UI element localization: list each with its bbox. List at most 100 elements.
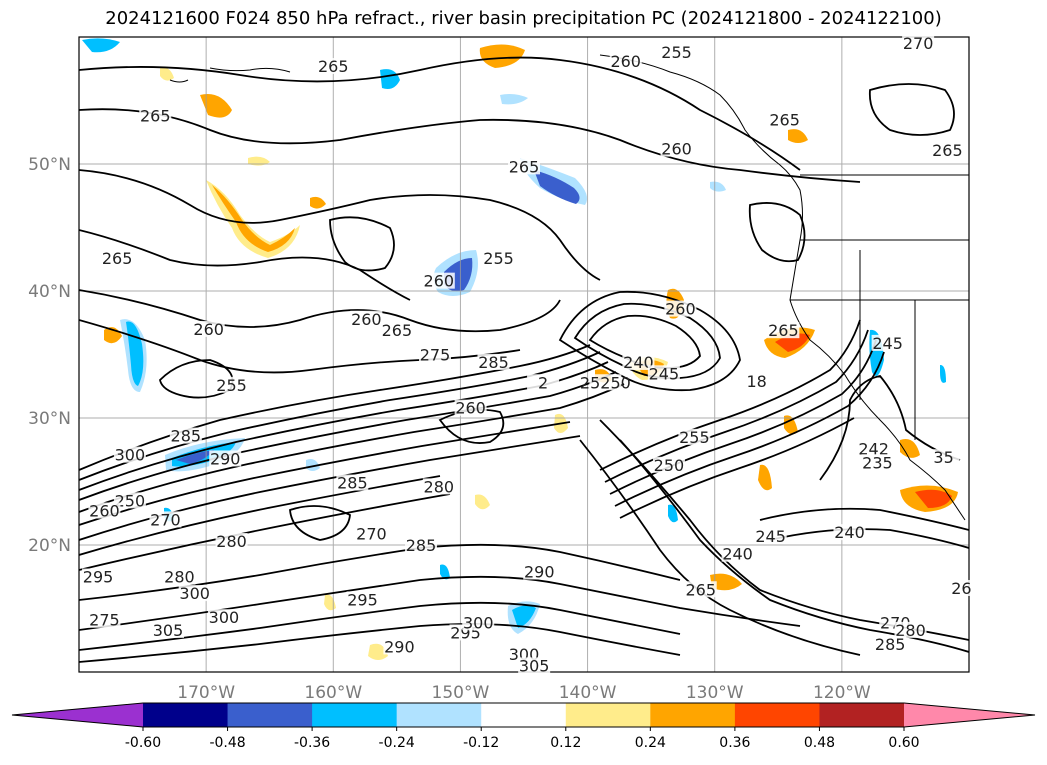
contour-label: 235 bbox=[862, 453, 893, 472]
contour-label-bg bbox=[664, 300, 697, 317]
contour-label-bg bbox=[346, 591, 379, 608]
colorbar-tick-label: -0.36 bbox=[294, 735, 330, 751]
contour-label: 295 bbox=[347, 590, 378, 609]
contour-label-bg bbox=[350, 310, 383, 327]
contour-label: 255 bbox=[483, 249, 514, 268]
map-title: 2024121600 F024 850 hPa refract., river … bbox=[105, 8, 942, 29]
contour-label-bg bbox=[462, 614, 495, 631]
colorbar-tick-label: -0.48 bbox=[209, 735, 245, 751]
contour-label-bg bbox=[163, 568, 196, 585]
contour-label-bg bbox=[754, 527, 787, 544]
contour-label: 26 bbox=[951, 579, 971, 598]
contour-label: 300 bbox=[463, 613, 494, 632]
contour-label: 265 bbox=[509, 157, 540, 176]
contour-label: 245 bbox=[872, 334, 903, 353]
contour-label-bg bbox=[660, 44, 693, 61]
contour-label-bg bbox=[857, 440, 890, 457]
contour-label-bg bbox=[383, 638, 416, 655]
contour-label-bg bbox=[833, 524, 866, 541]
contour-label-bg bbox=[482, 249, 515, 266]
contour-label: 280 bbox=[895, 621, 926, 640]
contour-label-bg bbox=[113, 446, 146, 463]
colorbar-segment bbox=[481, 703, 567, 727]
contour-label-bg bbox=[660, 140, 693, 157]
latitude-labels: 50°N 40°N 30°N 20°N bbox=[28, 155, 71, 556]
colorbar-segment bbox=[565, 703, 651, 727]
colorbar-tick-label: 0.24 bbox=[635, 735, 666, 751]
contour-label-bg bbox=[927, 449, 960, 466]
contour-label: 260 bbox=[89, 502, 120, 521]
contour-label: 290 bbox=[524, 562, 555, 581]
contour-label: 240 bbox=[834, 523, 865, 542]
lat-tick-label: 50°N bbox=[28, 155, 71, 175]
contour-label-bg bbox=[523, 563, 556, 580]
contour-label-bg bbox=[622, 353, 655, 370]
contour-label: 260 bbox=[351, 310, 382, 329]
contour-label: 255 bbox=[216, 376, 247, 395]
contour-label: 260 bbox=[424, 272, 455, 291]
contour-label: 260 bbox=[661, 140, 692, 159]
contour-label: 242 bbox=[858, 439, 889, 458]
contour-label-bg bbox=[527, 374, 560, 391]
contour-label: 35 bbox=[933, 448, 953, 467]
contour-label: 300 bbox=[179, 584, 210, 603]
colorbar-tick-label: -0.12 bbox=[463, 735, 499, 751]
contour-label: 255 bbox=[661, 43, 692, 62]
contour-label-bg bbox=[902, 35, 935, 52]
contour-label-bg bbox=[768, 111, 801, 128]
contour-label-bg bbox=[215, 376, 248, 393]
contour-label-bg bbox=[169, 427, 202, 444]
lon-tick-label: 160°W bbox=[304, 683, 362, 703]
contour-label-bg bbox=[209, 450, 242, 467]
contour-label-bg bbox=[422, 478, 455, 495]
contour-label: 265 bbox=[102, 249, 133, 268]
contour-label-bg bbox=[652, 456, 685, 473]
contour-label-bg bbox=[767, 322, 800, 339]
contour-label: 270 bbox=[150, 510, 181, 529]
lon-tick-label: 170°W bbox=[177, 683, 235, 703]
contour-label-bg bbox=[422, 272, 455, 289]
contour-label-bg bbox=[192, 320, 225, 337]
refractivity-contours bbox=[79, 56, 969, 663]
colorbar-arrow-right bbox=[904, 703, 1035, 727]
contour-label-bg bbox=[477, 353, 510, 370]
contour-label: 270 bbox=[356, 524, 387, 543]
contour-label-bg bbox=[931, 141, 964, 158]
contour-label-bg bbox=[139, 107, 172, 124]
contour-label: 305 bbox=[153, 621, 184, 640]
contour-label-bg bbox=[861, 454, 894, 471]
contour-label: 265 bbox=[685, 580, 716, 599]
contour-label: 280 bbox=[164, 568, 195, 587]
contour-label-bg bbox=[740, 372, 773, 389]
contour-label-bg bbox=[508, 158, 540, 175]
contour-label-bg bbox=[152, 621, 184, 638]
colorbar-segment bbox=[819, 703, 905, 727]
contour-label-bg bbox=[894, 621, 927, 638]
colorbar-tick-label: -0.60 bbox=[125, 735, 161, 751]
contour-label: 265 bbox=[382, 321, 413, 340]
contour-label-bg bbox=[589, 374, 622, 391]
contour-label: 265 bbox=[768, 321, 799, 340]
contour-label-bg bbox=[317, 58, 350, 75]
contour-label: 2 bbox=[538, 373, 548, 392]
contour-label: 300 bbox=[209, 608, 240, 627]
contour-label: 250 bbox=[115, 491, 146, 510]
contour-label-bg bbox=[721, 545, 754, 562]
contour-label: 285 bbox=[406, 536, 437, 555]
contour-label: 250 bbox=[654, 456, 685, 475]
contour-label-bg bbox=[454, 399, 487, 416]
lat-tick-label: 40°N bbox=[28, 282, 71, 302]
contour-label-bg bbox=[101, 249, 134, 266]
contour-label: 260 bbox=[610, 52, 641, 71]
contour-label-bg bbox=[178, 585, 211, 602]
contour-label: 280 bbox=[216, 532, 247, 551]
colorbar: -0.60 -0.48 -0.36 -0.24 -0.12 0.12 0.24 0.36 0.4… bbox=[11, 702, 1036, 751]
contour-label-bg bbox=[336, 474, 369, 491]
contour-label: 245 bbox=[755, 527, 786, 546]
colorbar-tick-label: 0.48 bbox=[804, 735, 835, 751]
contour-label-bg bbox=[355, 525, 388, 542]
contour-label: 285 bbox=[171, 427, 202, 446]
lon-tick-label: 130°W bbox=[686, 683, 744, 703]
colorbar-segment bbox=[227, 703, 313, 727]
colorbar-segment bbox=[396, 703, 482, 727]
